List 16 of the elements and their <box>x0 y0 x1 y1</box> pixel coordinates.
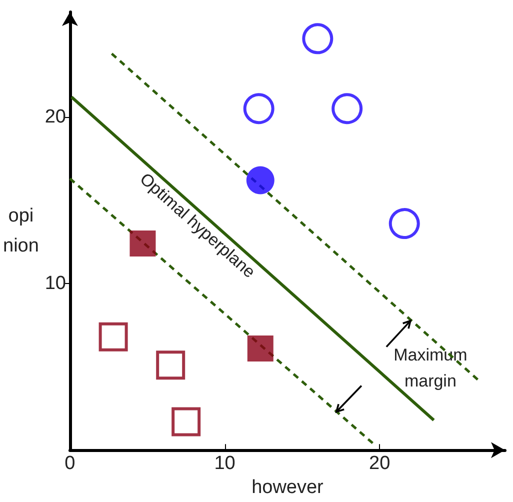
annotation: Maximum margin <box>394 345 468 390</box>
point <box>172 407 201 436</box>
y-axis-title: opi nion <box>3 206 39 257</box>
point <box>98 322 128 352</box>
x-tick-label: 10 <box>214 453 236 474</box>
x-tick-label: 0 <box>64 453 76 474</box>
point <box>246 166 274 194</box>
x-axis-title: however <box>252 477 324 498</box>
point <box>243 93 274 124</box>
point <box>247 335 274 362</box>
point <box>332 93 363 124</box>
point <box>388 208 420 240</box>
point <box>130 230 156 257</box>
point <box>156 350 186 380</box>
point <box>302 23 334 54</box>
x-tick-label: 20 <box>369 453 390 474</box>
